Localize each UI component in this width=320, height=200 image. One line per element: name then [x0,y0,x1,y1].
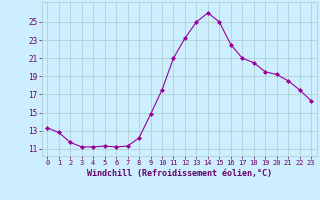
X-axis label: Windchill (Refroidissement éolien,°C): Windchill (Refroidissement éolien,°C) [87,169,272,178]
